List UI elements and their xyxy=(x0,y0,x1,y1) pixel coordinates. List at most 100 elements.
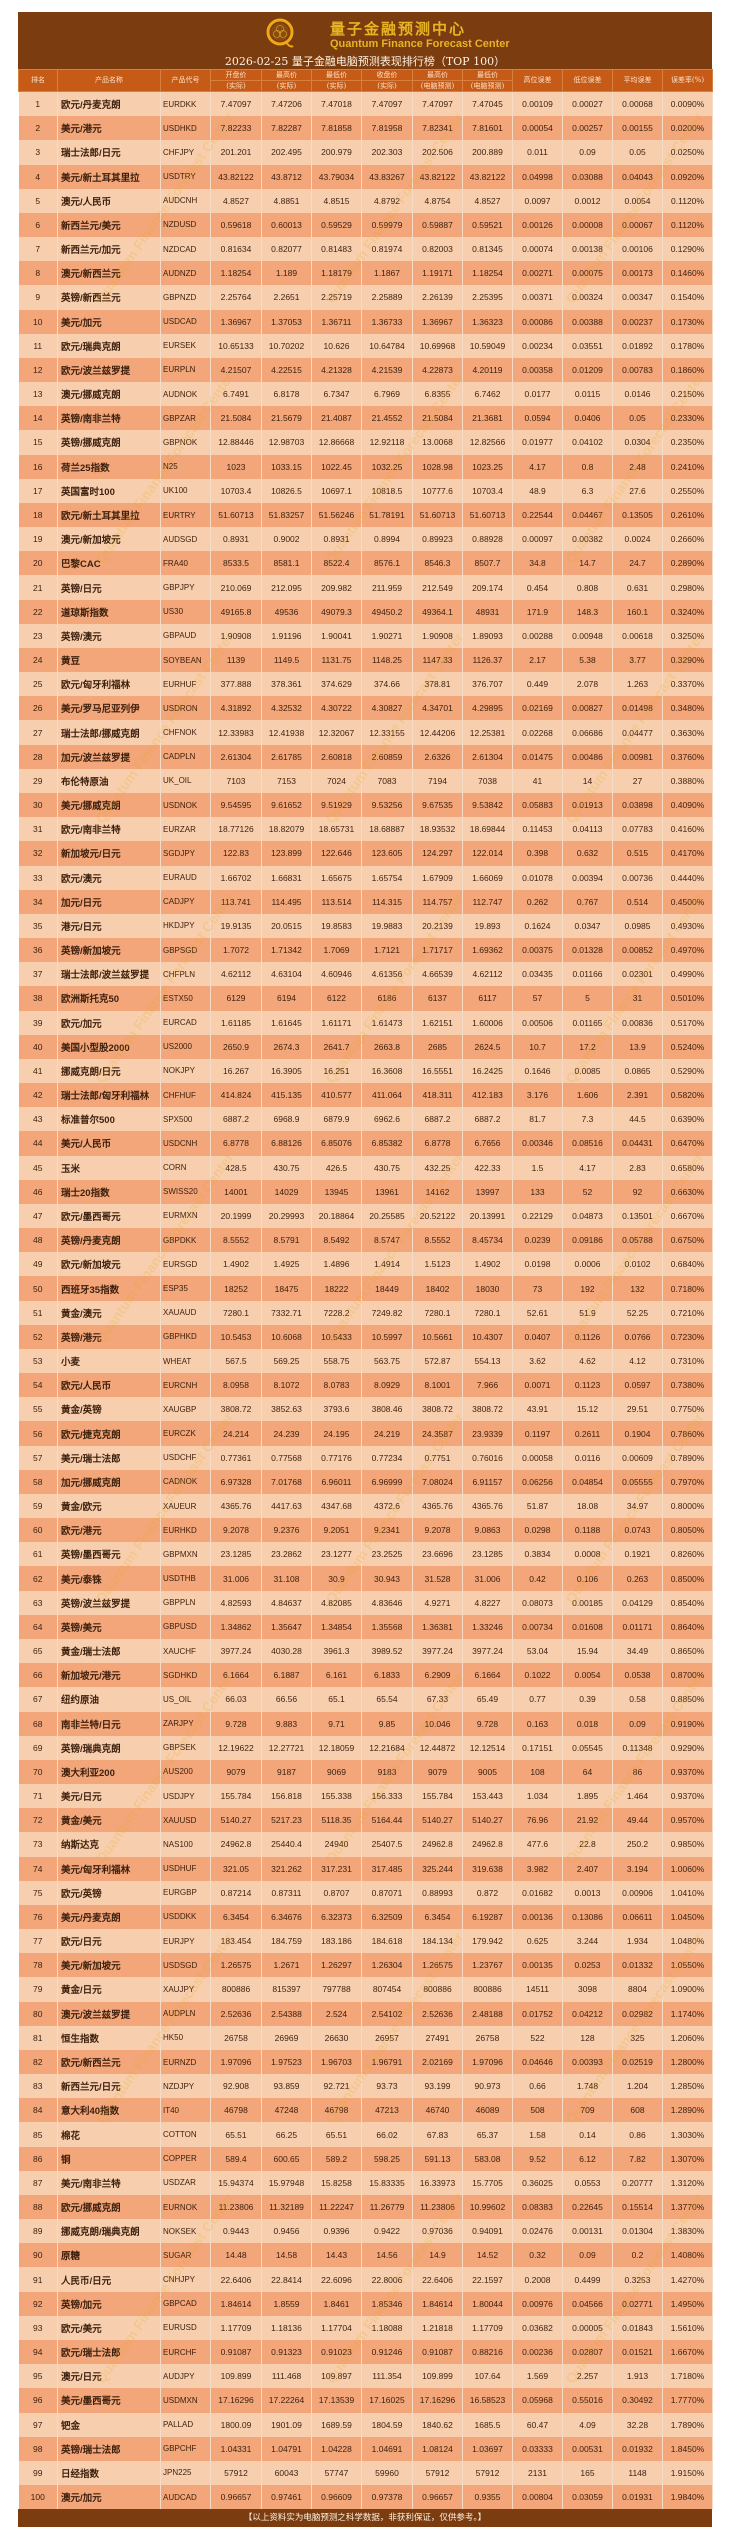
cell-low-error: 0.00075 xyxy=(562,261,613,286)
cell-high: 7.01768 xyxy=(261,1469,312,1494)
cell-low: 24.195 xyxy=(311,1421,362,1446)
table-row: 66 新加坡元/港元 SGDHKD 6.1664 6.1887 6.161 6.1833 6.… xyxy=(18,1663,713,1688)
cell-high-error: 0.01078 xyxy=(512,865,563,890)
cell-open: 0.9443 xyxy=(210,2219,262,2244)
cell-high-error: 2131 xyxy=(512,2460,563,2486)
cell-rank: 18 xyxy=(18,502,58,528)
cell-open: 1.17709 xyxy=(210,2315,262,2340)
cell-low-error: 0.0008 xyxy=(562,1542,613,1567)
cell-product-code: GBPPLN xyxy=(160,1590,211,1615)
cell-rank: 89 xyxy=(18,2219,58,2244)
cell-product-code: AUDPLN xyxy=(160,2001,211,2026)
cell-low-error: 0.808 xyxy=(562,575,613,600)
table-body: 1 欧元/丹麦克朗 EURDKK 7.47097 7.47206 7.47018 7.470… xyxy=(18,91,713,2510)
cell-product-name: 加元/日元 xyxy=(57,889,161,914)
cell-high: 6.1887 xyxy=(261,1663,312,1688)
cell-low: 18222 xyxy=(311,1276,362,1301)
cell-low: 113.514 xyxy=(311,889,362,914)
cell-high: 23.2862 xyxy=(261,1542,312,1567)
cell-product-name: 铜 xyxy=(57,2146,161,2171)
cell-low-error: 7.3 xyxy=(562,1107,613,1132)
cell-avg-error: 0.263 xyxy=(612,1566,663,1591)
cell-low-error: 0.0013 xyxy=(562,1880,613,1905)
cell-close: 10.5997 xyxy=(361,1324,413,1349)
cell-pred-low: 200.889 xyxy=(462,140,513,165)
cell-avg-error: 0.02771 xyxy=(612,2291,663,2316)
cell-close: 3808.46 xyxy=(361,1397,413,1422)
cell-rank: 58 xyxy=(18,1469,58,1494)
table-row: 39 欧元/加元 EURCAD 1.61185 1.61645 1.61171 1.6147… xyxy=(18,1010,713,1035)
cell-low-error: 0.00827 xyxy=(562,696,613,721)
table-row: 79 黄金/日元 XAUJPY 800886 815397 797788 807454 800… xyxy=(18,1977,713,2002)
cell-open: 66.03 xyxy=(210,1687,262,1712)
cell-product-code: XAUJPY xyxy=(160,1977,211,2002)
cell-close: 59960 xyxy=(361,2460,413,2486)
cell-error-rate: 1.6670% xyxy=(662,2339,713,2365)
cell-open: 4.31892 xyxy=(210,696,262,721)
cell-high: 12.27721 xyxy=(261,1735,312,1760)
cell-close: 9.85 xyxy=(361,1711,413,1736)
cell-rank: 72 xyxy=(18,1808,58,1833)
cell-open: 19.9135 xyxy=(210,913,262,939)
cell-low-error: 3.244 xyxy=(562,1929,613,1954)
table-row: 24 黄豆 SOYBEAN 1139 1149.5 1131.75 1148.25 1147.… xyxy=(18,647,713,673)
table-row: 78 美元/新加坡元 USDSGD 1.26575 1.2671 1.26297 1.263… xyxy=(18,1953,713,1978)
cell-error-rate: 0.6390% xyxy=(662,1107,713,1132)
cell-high-error: 0.00271 xyxy=(512,261,563,286)
cell-open: 2.61304 xyxy=(210,744,262,769)
cell-close: 4.61356 xyxy=(361,962,413,987)
cell-high: 4417.63 xyxy=(261,1493,312,1519)
cell-product-name: 美元/新加坡元 xyxy=(57,1953,161,1978)
cell-close: 9.2341 xyxy=(361,1518,413,1543)
cell-open: 1.7072 xyxy=(210,938,262,963)
cell-error-rate: 0.2330% xyxy=(662,406,713,431)
cell-low-error: 0.14 xyxy=(562,2122,613,2147)
cell-high-error: 0.02268 xyxy=(512,720,563,745)
cell-rank: 24 xyxy=(18,647,58,673)
cell-avg-error: 1148 xyxy=(612,2460,663,2486)
table-row: 55 黄金/英镑 XAUGBP 3808.72 3852.63 3793.6 3808.46… xyxy=(18,1397,713,1422)
cell-rank: 30 xyxy=(18,792,58,818)
cell-low: 65.51 xyxy=(311,2122,362,2147)
table-row: 40 美国小型股2000 US2000 2650.9 2674.3 2641.7 2663.… xyxy=(18,1034,713,1059)
cell-product-name: 日经指数 xyxy=(57,2460,161,2486)
cell-high-error: 0.03682 xyxy=(512,2315,563,2340)
cell-low: 10.5433 xyxy=(311,1324,362,1349)
cell-error-rate: 0.3290% xyxy=(662,647,713,673)
cell-high: 12.41938 xyxy=(261,720,312,745)
cell-high-error: 0.11453 xyxy=(512,817,563,842)
cell-low-error: 0.04467 xyxy=(562,502,613,528)
cell-pred-high: 46740 xyxy=(412,2098,463,2123)
cell-error-rate: 1.2800% xyxy=(662,2049,713,2075)
cell-product-code: US2000 xyxy=(160,1034,211,1059)
cell-low-error: 0.08516 xyxy=(562,1131,613,1156)
cell-open: 6.3454 xyxy=(210,1904,262,1930)
cell-rank: 87 xyxy=(18,2170,58,2195)
cell-high: 60043 xyxy=(261,2460,312,2486)
cell-close: 1.04691 xyxy=(361,2436,413,2461)
cell-low: 4347.68 xyxy=(311,1493,362,1519)
cell-low: 10697.1 xyxy=(311,478,362,503)
table-row: 71 美元/日元 USDJPY 155.784 156.818 155.338 156.33… xyxy=(18,1784,713,1809)
cell-error-rate: 1.9840% xyxy=(662,2485,713,2510)
cell-rank: 74 xyxy=(18,1856,58,1881)
cell-low: 1.65675 xyxy=(311,865,362,890)
cell-low: 8522.4 xyxy=(311,551,362,576)
cell-pred-low: 10703.4 xyxy=(462,478,513,503)
cell-product-name: 小麦 xyxy=(57,1348,161,1374)
cell-low-error: 14.7 xyxy=(562,551,613,576)
cell-error-rate: 0.5010% xyxy=(662,986,713,1011)
table-row: 42 瑞士法郎/匈牙利福林 CHFHUF 414.824 415.135 410.577 4… xyxy=(18,1083,713,1108)
cell-close: 114.315 xyxy=(361,889,413,914)
table-row: 76 美元/丹麦克朗 USDDKK 6.3454 6.34676 6.32373 6.325… xyxy=(18,1904,713,1930)
cell-high-error: 0.00734 xyxy=(512,1614,563,1639)
cell-product-name: 美元/人民币 xyxy=(57,1131,161,1156)
table-row: 61 英镑/墨西哥元 GBPMXN 23.1285 23.2862 23.1277 23.2… xyxy=(18,1542,713,1567)
cell-high-error: 0.0594 xyxy=(512,406,563,431)
table-row: 4 美元/新土耳其里拉 USDTRY 43.82122 43.8712 43.79034 4… xyxy=(18,164,713,189)
table-row: 30 美元/挪威克朗 USDNOK 9.54595 9.61652 9.51929 9.53… xyxy=(18,792,713,818)
cell-rank: 79 xyxy=(18,1977,58,2002)
cell-rank: 73 xyxy=(18,1832,58,1857)
cell-error-rate: 1.8450% xyxy=(662,2436,713,2461)
cell-high: 123.899 xyxy=(261,841,312,866)
